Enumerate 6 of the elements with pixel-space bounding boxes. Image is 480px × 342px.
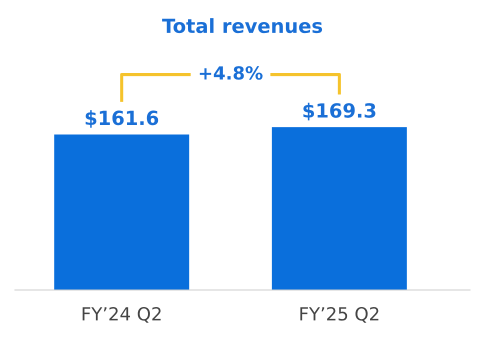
data-label: $169.3: [303, 102, 376, 120]
data-label: $161.6: [86, 110, 158, 128]
x-tick-label: FY’24 Q2: [82, 306, 161, 323]
x-tick-label: FY’25 Q2: [300, 306, 378, 323]
text: +4.8%: [200, 66, 263, 80]
chart-title: Total revenues: [162, 18, 322, 34]
